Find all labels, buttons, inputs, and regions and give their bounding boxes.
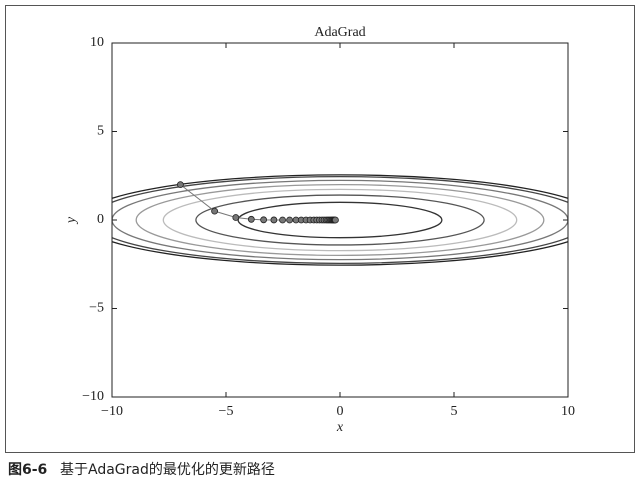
path-point <box>279 216 286 224</box>
x-tick-label: −10 <box>101 404 123 419</box>
caption-text: 基于AdaGrad的最优化的更新路径 <box>60 461 275 478</box>
path-point <box>332 216 339 224</box>
contour <box>162 188 518 252</box>
contour <box>112 179 568 261</box>
x-tick-label: 10 <box>561 404 575 419</box>
path-point <box>247 215 255 223</box>
path-point <box>232 214 240 221</box>
x-tick-label: −5 <box>219 404 234 419</box>
x-tick-label: 5 <box>451 404 458 419</box>
path-point <box>270 216 278 224</box>
contour <box>112 174 568 266</box>
contour <box>195 194 485 246</box>
path-point <box>211 207 219 215</box>
contour <box>112 175 568 265</box>
contour <box>135 183 545 257</box>
y-tick-label: 5 <box>97 124 104 139</box>
y-axis-label: y <box>64 216 79 225</box>
path-point <box>286 216 294 224</box>
y-tick-label: −5 <box>89 301 104 316</box>
x-tick-label: 0 <box>337 404 344 419</box>
chart-title: AdaGrad <box>314 25 365 40</box>
x-axis-label: x <box>336 420 344 435</box>
path-point <box>176 181 184 189</box>
plot-area <box>112 174 568 266</box>
y-tick-label: 10 <box>90 35 104 50</box>
caption-number: 图6-6 <box>8 462 47 478</box>
path-point <box>260 216 268 224</box>
figure-frame <box>5 5 635 453</box>
y-tick-label: 0 <box>97 212 104 227</box>
y-tick-label: −10 <box>82 389 104 404</box>
plot-frame <box>111 42 569 398</box>
